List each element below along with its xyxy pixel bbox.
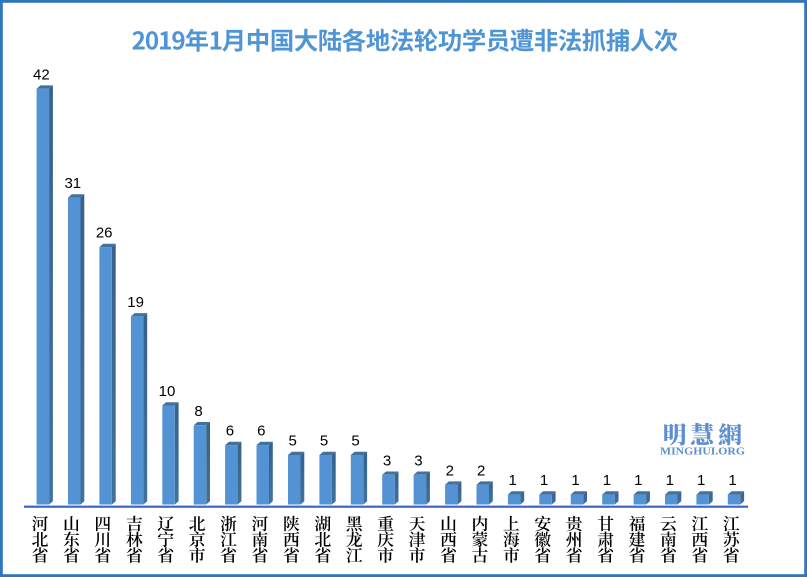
svg-text:MINGHUI.ORG: MINGHUI.ORG — [660, 447, 745, 458]
svg-text:1: 1 — [571, 472, 579, 489]
svg-text:5: 5 — [289, 433, 297, 450]
svg-text:1: 1 — [728, 472, 736, 489]
svg-text:5: 5 — [351, 433, 359, 450]
svg-text:1: 1 — [666, 472, 674, 489]
svg-text:5: 5 — [320, 433, 328, 450]
svg-text:1: 1 — [634, 472, 642, 489]
svg-text:3: 3 — [383, 452, 391, 469]
svg-text:26: 26 — [96, 225, 113, 242]
svg-text:6: 6 — [257, 423, 265, 440]
svg-text:1: 1 — [509, 472, 517, 489]
svg-text:19: 19 — [127, 294, 144, 311]
svg-text:31: 31 — [64, 175, 81, 192]
svg-text:2: 2 — [477, 462, 485, 479]
svg-text:1: 1 — [540, 472, 548, 489]
svg-text:1: 1 — [603, 472, 611, 489]
svg-text:6: 6 — [226, 423, 234, 440]
svg-text:8: 8 — [194, 403, 202, 420]
svg-text:42: 42 — [33, 66, 50, 83]
svg-text:3: 3 — [414, 452, 422, 469]
svg-text:1: 1 — [697, 472, 705, 489]
svg-text:10: 10 — [159, 383, 176, 400]
svg-text:2: 2 — [446, 462, 454, 479]
